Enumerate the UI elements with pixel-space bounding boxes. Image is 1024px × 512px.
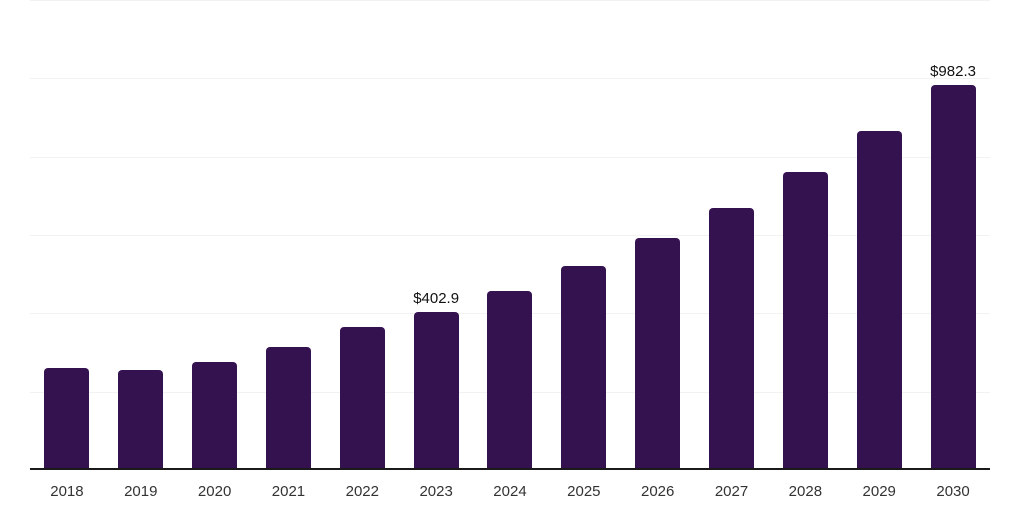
bar-2022 [339,327,385,470]
bar-slot-2030: $982.3 [916,63,990,470]
bar-2023 [413,312,459,470]
bar-slot-2023: $402.9 [399,290,473,470]
bar-slot-2024 [473,291,547,470]
bar-2026 [635,238,681,470]
x-tick-label-2021: 2021 [271,483,306,500]
x-tick-label-2018: 2018 [50,483,84,500]
bar-2028 [782,171,828,470]
bar-2018 [44,367,90,470]
gridline-1200 [30,0,990,1]
bar-slot-2027 [695,207,769,470]
x-tick-label-2020: 2020 [197,483,232,500]
x-axis-labels: 2018 2019 2020 2021 2022 2023 2024 2025 2026 2027… [30,483,990,500]
bar-2025 [561,265,607,470]
x-tick-label-2024: 2024 [493,483,527,500]
bar-slot-2029 [842,130,916,470]
bar-slot-2019 [104,369,178,470]
x-tick-label-2029: 2029 [862,483,896,500]
bar-2029 [856,130,902,470]
bar-slot-2026 [621,238,695,470]
x-tick-label-2027: 2027 [714,483,749,500]
x-tick-label-2022: 2022 [345,483,379,500]
plot-area: $402.9 $982.3 [30,0,990,470]
gridline-600 [30,235,990,236]
x-tick-label-2023: 2023 [419,483,453,500]
bar-slot-2021 [252,347,326,470]
bar-2030 [930,85,976,470]
bar-slot-2028 [768,171,842,470]
bar-value-label-2030: $982.3 [930,63,976,81]
bar-2021 [265,347,311,470]
bar-value-label-2023: $402.9 [413,290,460,308]
gridline-800 [30,156,990,158]
bar-slot-2018 [30,367,104,470]
bar-2020 [192,361,238,470]
bar-2019 [118,369,164,470]
bar-2024 [487,291,533,470]
bar-slot-2022 [325,327,399,470]
x-tick-label-2026: 2026 [640,483,675,500]
x-tick-label-2028: 2028 [788,483,823,500]
bar-slot-2025 [547,265,621,470]
x-tick-label-2030: 2030 [936,483,970,500]
bars: $402.9 $982.3 [30,0,990,470]
gridline-1000 [30,78,990,80]
bar-slot-2020 [178,361,252,470]
x-axis-line [30,468,990,470]
bar-2027 [709,207,755,470]
x-tick-label-2025: 2025 [567,483,601,500]
x-tick-label-2019: 2019 [124,483,158,500]
